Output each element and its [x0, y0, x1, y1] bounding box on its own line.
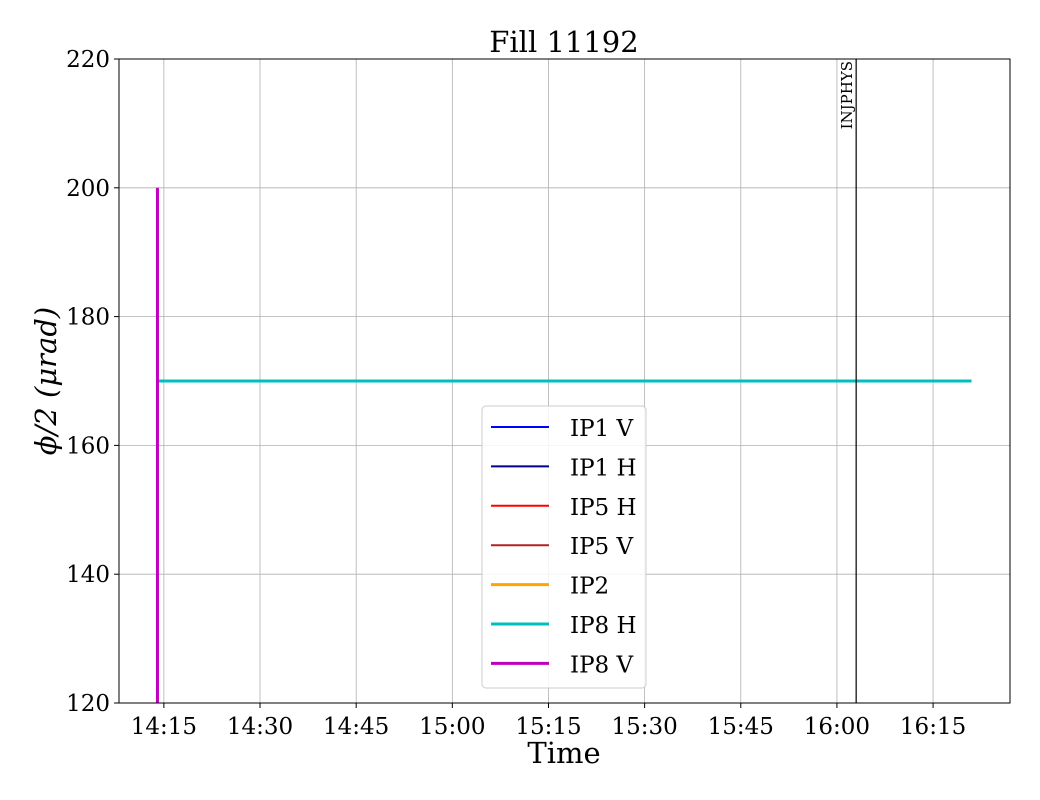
axis-ticks: 14:15 14:30 14:45 15:00 15:15 15:30 15:45 16:00…	[66, 47, 966, 740]
x-tick-label: 14:15	[131, 714, 197, 740]
legend-label: IP5 V	[570, 534, 634, 560]
x-tick-label: 16:15	[900, 714, 966, 740]
x-tick-label: 15:00	[419, 714, 485, 740]
annotation-label: INJPHYS	[838, 61, 856, 129]
x-axis-label: Time	[527, 736, 600, 770]
y-axis-label: ϕ/2 (μrad)	[29, 307, 63, 455]
x-tick-label: 15:15	[515, 714, 581, 740]
y-tick-label: 200	[66, 176, 110, 202]
legend-label: IP8 V	[570, 652, 634, 678]
legend: IP1 V IP1 H IP5 H IP5 V IP2 IP8 H IP8 V	[481, 405, 647, 689]
x-tick-label: 15:45	[708, 714, 774, 740]
legend-label: IP1 V	[570, 416, 634, 442]
legend-label: IP2	[570, 574, 609, 600]
legend-label: IP8 H	[570, 613, 637, 639]
legend-label: IP1 H	[570, 455, 637, 481]
y-tick-label: 160	[66, 433, 110, 459]
series-group	[155, 187, 972, 703]
plot-area: INJPHYS	[155, 59, 972, 703]
y-tick-label: 220	[66, 47, 110, 73]
legend-label: IP5 H	[570, 495, 637, 521]
x-tick-label: 14:30	[227, 714, 293, 740]
x-tick-label: 14:45	[323, 714, 389, 740]
x-tick-label: 16:00	[804, 714, 870, 740]
plot-frame	[118, 58, 1011, 704]
chart-title: Fill 11192	[489, 25, 638, 59]
y-tick-label: 120	[66, 691, 110, 717]
legend-box	[481, 405, 647, 689]
y-tick-label: 140	[66, 562, 110, 588]
y-tick-label: 180	[66, 305, 110, 331]
x-tick-label: 15:30	[611, 714, 677, 740]
